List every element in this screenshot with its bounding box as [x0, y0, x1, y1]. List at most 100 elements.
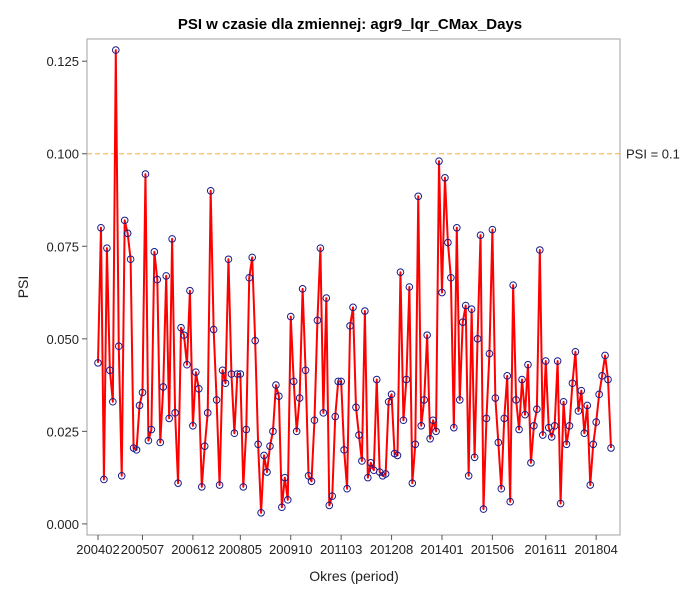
data-point: [402, 375, 411, 384]
reference-line-group: PSI = 0.1: [87, 147, 680, 162]
data-point: [455, 396, 464, 404]
data-point: [340, 446, 348, 454]
data-point: [352, 403, 360, 412]
data-point: [568, 379, 577, 388]
data-point: [301, 366, 310, 375]
data-point: [221, 379, 230, 388]
chart-title: PSI w czasie dla zmiennej: agr9_lqr_CMax…: [178, 16, 522, 33]
x-tick-label: 201208: [370, 542, 413, 557]
data-point: [470, 453, 479, 462]
data-point: [310, 416, 319, 425]
data-point: [589, 440, 598, 449]
data-point: [322, 294, 331, 302]
data-point: [364, 473, 372, 482]
data-point: [598, 372, 606, 380]
data-point: [103, 244, 111, 252]
x-tick-label: 200805: [219, 542, 262, 557]
reference-line-label: PSI = 0.1: [626, 147, 680, 162]
x-tick-label: 201611: [525, 542, 567, 557]
data-point: [150, 248, 159, 256]
data-point: [518, 375, 526, 384]
data-point: [601, 351, 609, 360]
data-point: [426, 434, 434, 443]
data-point: [479, 505, 488, 513]
data-point: [203, 409, 212, 417]
data-point: [295, 394, 304, 402]
data-point: [417, 422, 426, 430]
data-point: [550, 422, 559, 430]
data-point: [192, 368, 200, 376]
data-point: [189, 422, 197, 430]
data-point: [547, 433, 556, 441]
data-point: [242, 425, 251, 434]
data-point: [583, 401, 592, 410]
data-point: [218, 366, 227, 375]
data-point: [165, 414, 173, 423]
data-point: [132, 446, 141, 454]
data-point: [604, 375, 612, 384]
data-point: [488, 225, 497, 234]
data-point: [467, 305, 476, 314]
data-point: [117, 471, 126, 480]
data-point: [577, 386, 586, 395]
data-point: [527, 459, 535, 467]
data-point: [408, 479, 417, 487]
data-point: [156, 438, 165, 447]
data-point: [423, 331, 431, 339]
y-axis-label: PSI: [15, 276, 31, 299]
data-point: [162, 272, 170, 280]
data-point: [319, 409, 328, 417]
data-point: [269, 427, 277, 436]
data-point: [292, 427, 301, 436]
data-point: [429, 416, 437, 425]
data-point: [500, 414, 509, 423]
data-point: [381, 470, 390, 478]
data-point: [473, 335, 482, 343]
data-point: [159, 383, 168, 391]
data-point: [361, 307, 369, 315]
data-point: [349, 303, 357, 312]
data-point: [565, 422, 574, 430]
data-point: [283, 496, 292, 504]
data-point: [313, 316, 322, 325]
data-point: [447, 273, 455, 282]
data-point: [485, 349, 494, 358]
data-point: [209, 325, 218, 334]
data-point: [524, 360, 532, 369]
data-point: [420, 396, 428, 404]
data-point: [281, 473, 289, 482]
data-point: [251, 336, 259, 345]
y-tick-label: 0.050: [46, 332, 79, 347]
data-point: [212, 396, 221, 404]
data-point: [411, 440, 420, 449]
data-point: [536, 246, 544, 254]
data-point: [393, 451, 402, 460]
x-tick-label: 200612: [171, 542, 214, 557]
data-point: [120, 216, 129, 225]
data-point: [174, 479, 182, 487]
data-point: [556, 499, 565, 508]
data-point: [135, 401, 144, 410]
data-point: [227, 370, 236, 378]
data-point: [494, 438, 503, 447]
data-point: [186, 286, 194, 295]
data-point: [384, 397, 393, 406]
x-tick-label: 200910: [269, 542, 312, 557]
data-point: [141, 170, 150, 178]
data-point: [298, 285, 307, 293]
data-point: [111, 46, 120, 54]
data-point: [453, 223, 461, 232]
data-point: [441, 174, 449, 182]
data-point: [147, 425, 156, 434]
data-point: [435, 157, 443, 165]
data-point: [405, 283, 414, 291]
data-point: [580, 429, 589, 438]
data-point: [168, 235, 176, 243]
data-point: [215, 481, 224, 489]
x-tick-label: 201506: [471, 542, 514, 557]
data-point: [346, 322, 354, 330]
data-point: [180, 331, 188, 339]
data-point: [399, 416, 408, 425]
